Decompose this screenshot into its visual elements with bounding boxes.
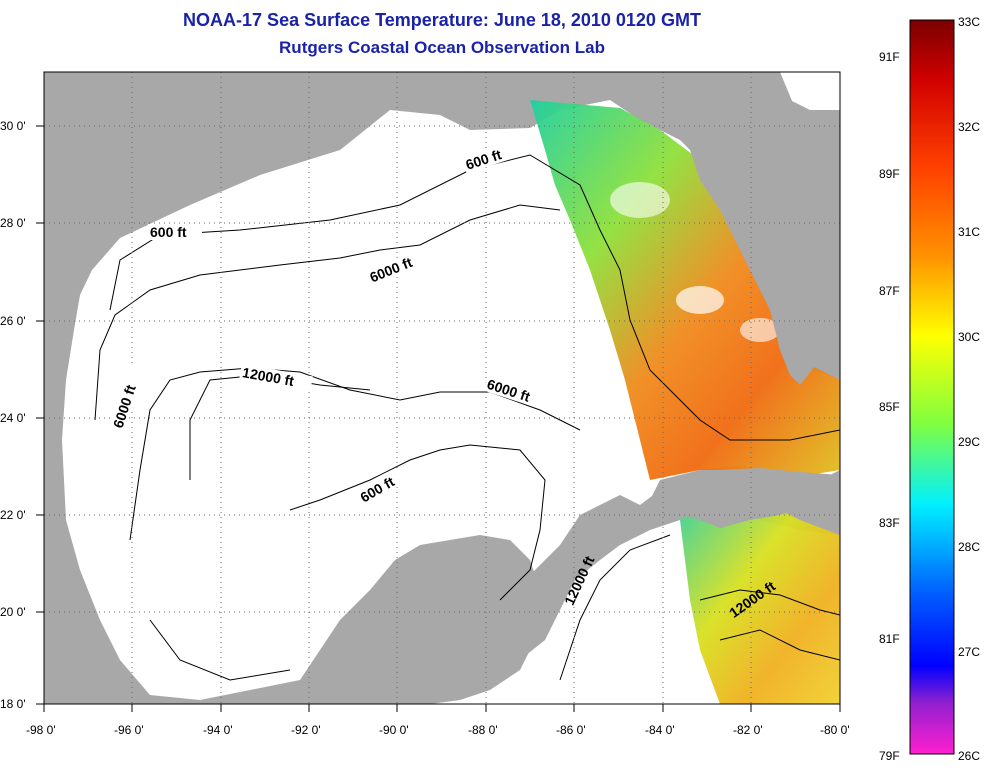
colorbar-c-label: 33C (958, 15, 980, 29)
cloud-patch (676, 286, 724, 314)
swath-edge (780, 72, 840, 110)
lon-label: -88 0' (468, 723, 498, 737)
colorbar-f-label: 91F (879, 50, 900, 64)
lon-label: -98 0' (26, 723, 56, 737)
lon-label: -96 0' (114, 723, 144, 737)
colorbar-f-label: 87F (879, 284, 900, 298)
lat-label: 22 0' (0, 508, 26, 522)
colorbar: 33C 32C 31C 30C 29C 28C 27C 26C 91F 89F … (879, 15, 980, 763)
lat-label: 28 0' (0, 216, 26, 230)
map-frame (43, 71, 841, 705)
lon-label: -80 0' (820, 723, 850, 737)
colorbar-f-label: 89F (879, 167, 900, 181)
colorbar-c-label: 28C (958, 540, 980, 554)
lon-label: -92 0' (291, 723, 321, 737)
colorbar-f-label: 85F (879, 400, 900, 414)
colorbar-c-label: 27C (958, 645, 980, 659)
latitude-labels: 30 0' 28 0' 26 0' 24 0' 22 0' 20 0' 18 0… (0, 119, 26, 711)
cuba-land (640, 468, 840, 528)
colorbar-ramp (909, 19, 955, 755)
cloud-patch (740, 318, 780, 342)
lon-label: -86 0' (556, 723, 586, 737)
map-title: NOAA-17 Sea Surface Temperature: June 18… (183, 10, 701, 30)
map-subtitle: Rutgers Coastal Ocean Observation Lab (279, 38, 605, 57)
colorbar-c-label: 30C (958, 330, 980, 344)
lat-label: 20 0' (0, 605, 26, 619)
lon-label: -82 0' (733, 723, 763, 737)
lat-label: 30 0' (0, 119, 26, 133)
lat-label: 24 0' (0, 411, 26, 425)
colorbar-f-label: 83F (879, 516, 900, 530)
contour-label: 600 ft (150, 224, 187, 240)
longitude-labels: -98 0' -96 0' -94 0' -92 0' -90 0' -88 0… (26, 723, 850, 737)
colorbar-f-label: 79F (879, 749, 900, 763)
sst-swath-south (680, 495, 840, 704)
yucatan-land (360, 535, 540, 704)
colorbar-c-label: 32C (958, 120, 980, 134)
colorbar-c-label: 26C (958, 749, 980, 763)
lon-label: -84 0' (645, 723, 675, 737)
colorbar-c-label: 29C (958, 435, 980, 449)
colorbar-f-label: 81F (879, 632, 900, 646)
colorbar-c-label: 31C (958, 225, 980, 239)
lat-label: 18 0' (0, 697, 26, 711)
florida-land (690, 72, 835, 385)
lon-label: -90 0' (379, 723, 409, 737)
axis-ticks (36, 125, 841, 712)
cloud-patch (610, 182, 670, 218)
lon-label: -94 0' (203, 723, 233, 737)
lat-label: 26 0' (0, 314, 26, 328)
